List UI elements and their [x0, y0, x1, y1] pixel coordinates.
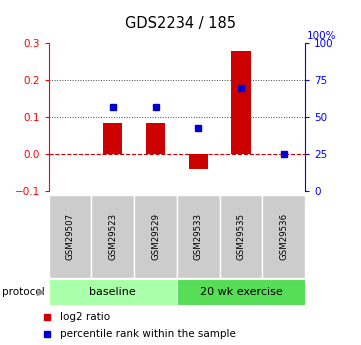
Bar	[231, 50, 251, 155]
Text: baseline: baseline	[90, 287, 136, 297]
Text: GSM29536: GSM29536	[279, 213, 288, 260]
Text: GSM29535: GSM29535	[236, 213, 245, 260]
Bar	[146, 123, 165, 155]
Text: protocol: protocol	[3, 287, 45, 297]
Text: GSM29507: GSM29507	[66, 213, 75, 260]
Bar	[103, 123, 122, 155]
Bar	[189, 155, 208, 169]
Text: GSM29523: GSM29523	[108, 213, 117, 260]
Text: log2 ratio: log2 ratio	[61, 312, 110, 322]
Text: 100%: 100%	[307, 31, 336, 41]
Text: GSM29529: GSM29529	[151, 213, 160, 260]
Text: percentile rank within the sample: percentile rank within the sample	[61, 329, 236, 339]
Text: GSM29533: GSM29533	[194, 213, 203, 260]
Text: GDS2234 / 185: GDS2234 / 185	[125, 16, 236, 30]
Text: 20 wk exercise: 20 wk exercise	[200, 287, 282, 297]
